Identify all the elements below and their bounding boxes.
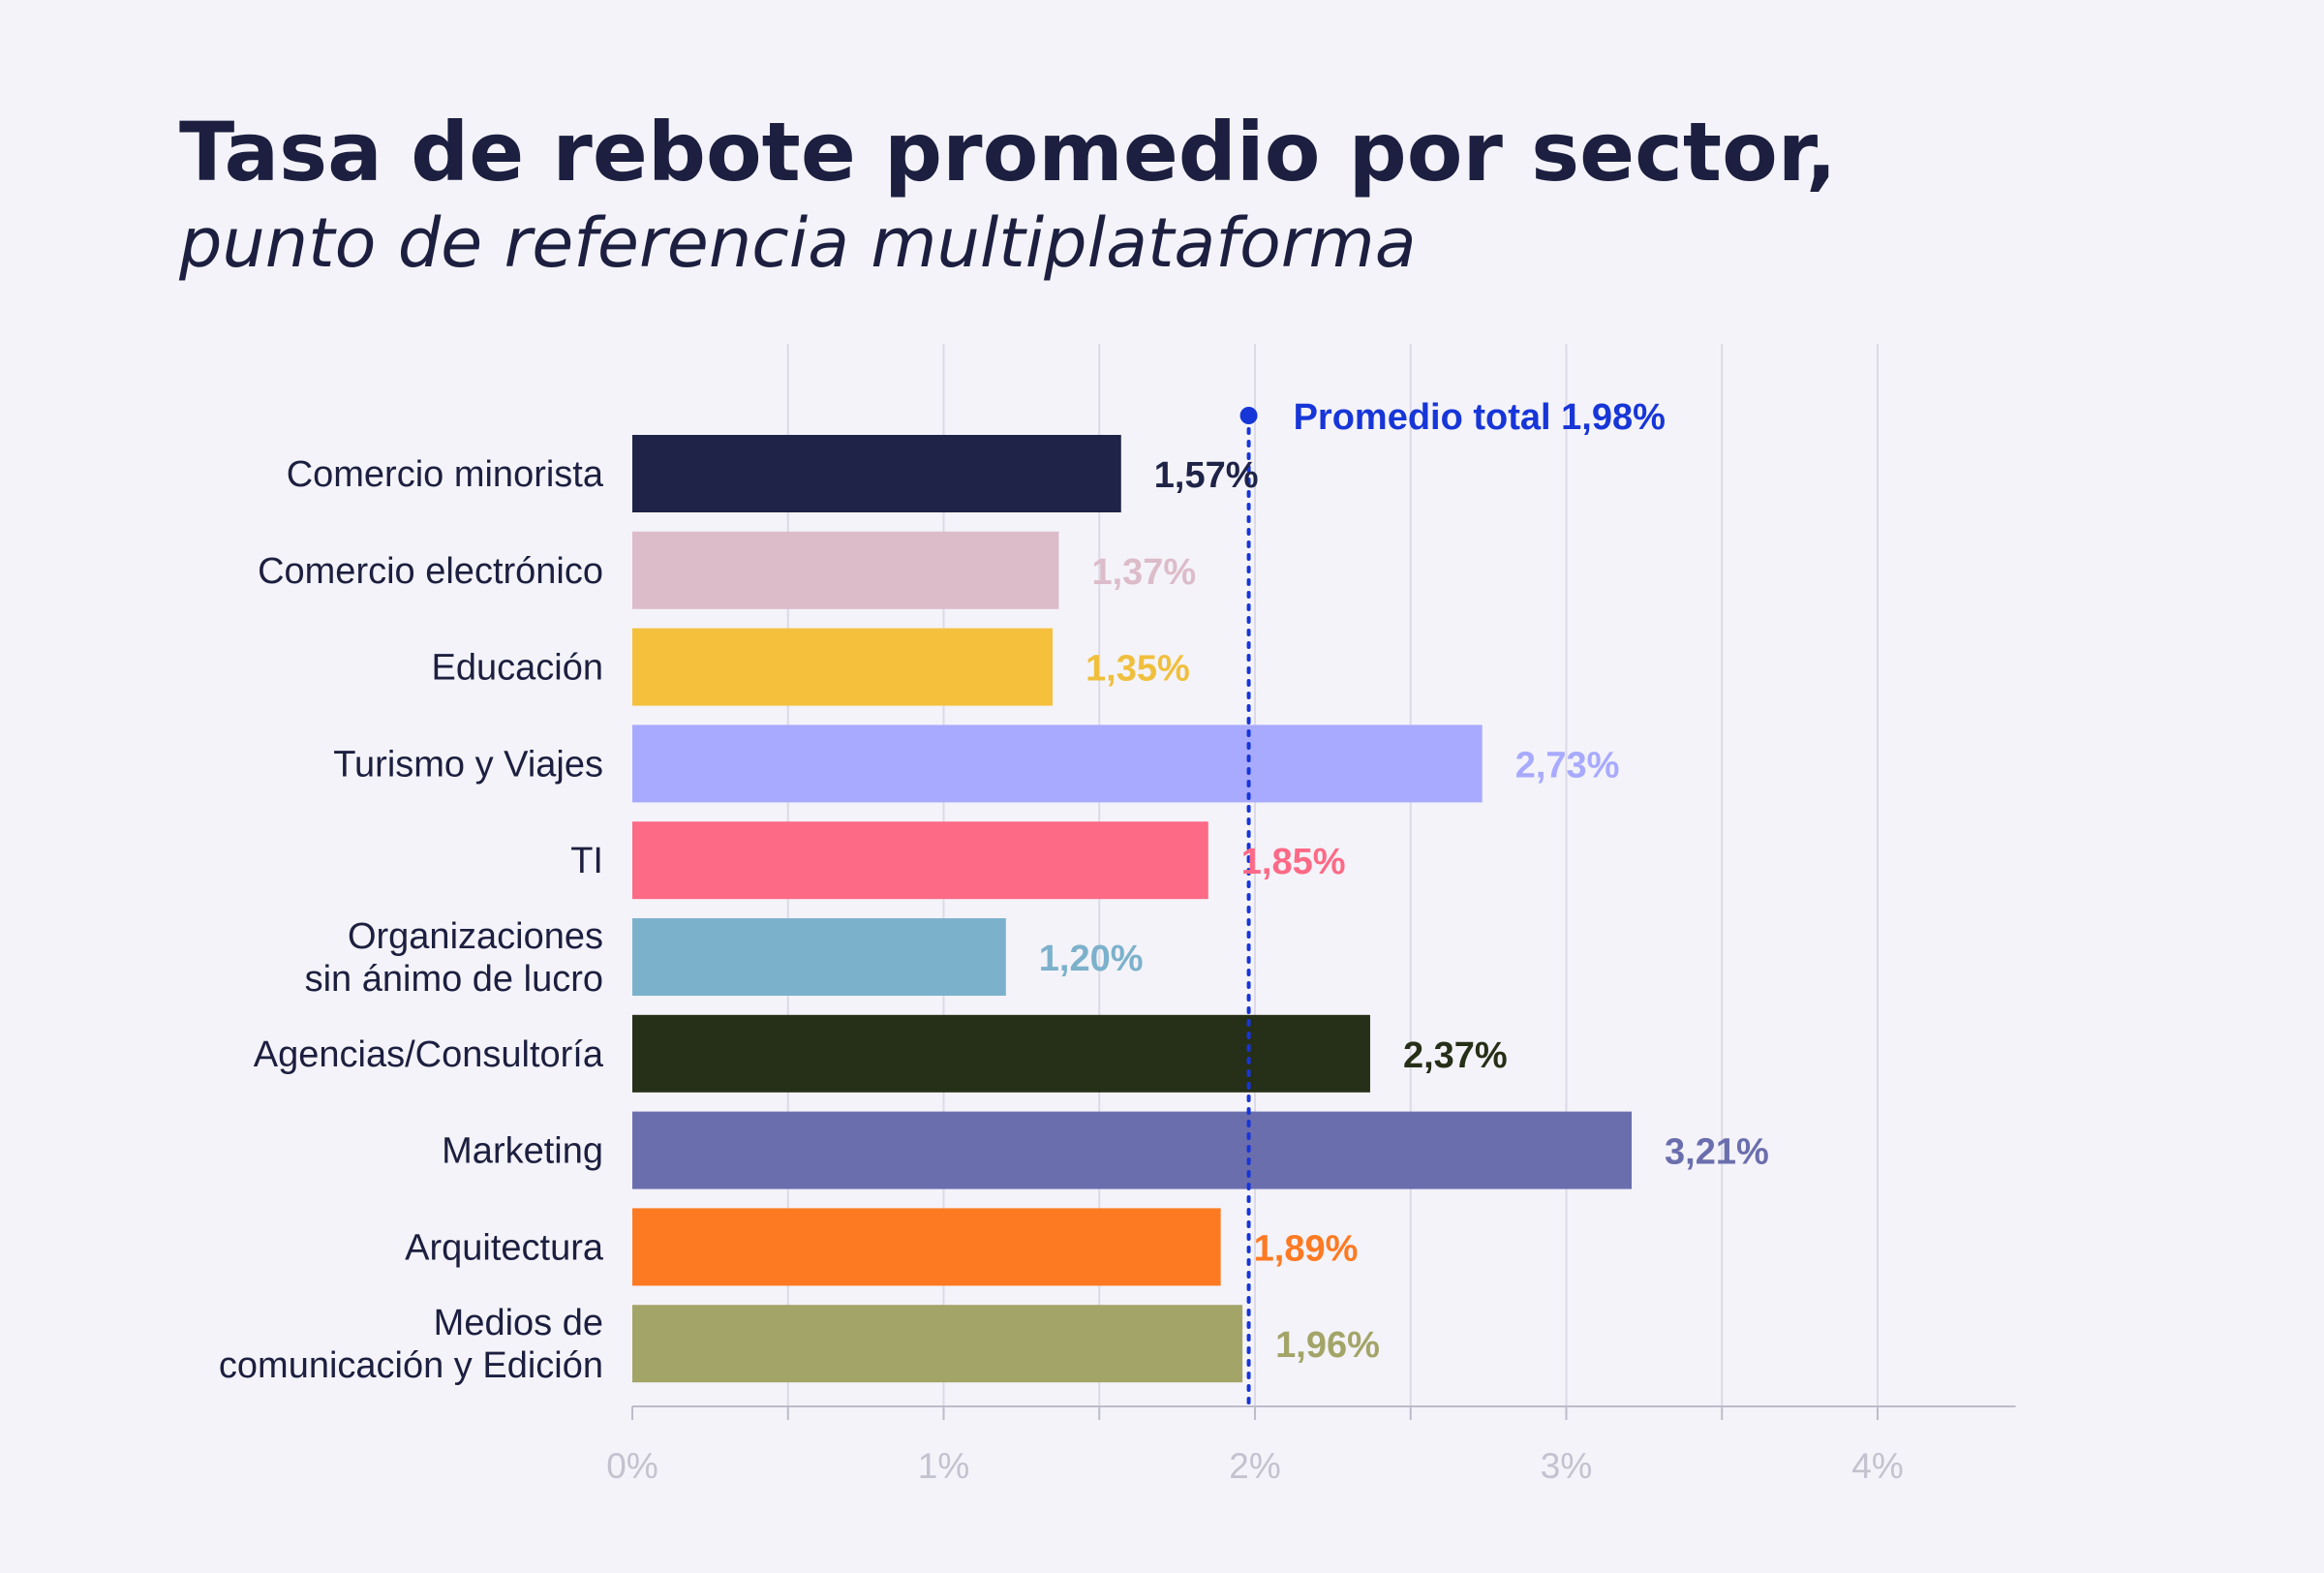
x-axis: 0% 1% 2% 3% 4% xyxy=(606,1405,2016,1486)
bars xyxy=(632,435,1633,1383)
category-label: sin ánimo de lucro xyxy=(305,959,603,1000)
value-label: 1,20% xyxy=(1039,939,1144,979)
chart-title: Tasa de rebote promedio por sector, xyxy=(179,105,1837,200)
average-label: Promedio total 1,98% xyxy=(1294,397,1666,438)
bar xyxy=(632,531,1059,609)
average-reference: Promedio total 1,98% xyxy=(1239,397,1666,1408)
x-tick-label: 4% xyxy=(1851,1446,1903,1486)
value-label: 1,37% xyxy=(1091,552,1196,593)
category-label: Medios de xyxy=(434,1303,603,1343)
category-label: Organizaciones xyxy=(348,916,603,957)
bar xyxy=(632,725,1483,803)
category-label: Turismo y Viajes xyxy=(333,744,603,785)
bar xyxy=(632,1305,1243,1383)
labels: Comercio minorista 1,57% Comercio electrón… xyxy=(219,454,1769,1386)
value-label: 2,37% xyxy=(1403,1035,1508,1076)
average-dot xyxy=(1239,407,1258,424)
bar xyxy=(632,1208,1221,1286)
value-label: 1,89% xyxy=(1254,1228,1359,1269)
category-label: Agencias/Consultoría xyxy=(254,1034,604,1075)
category-label: Arquitectura xyxy=(405,1227,604,1268)
chart-subtitle: punto de referencia multiplataforma xyxy=(179,203,1417,283)
value-label: 3,21% xyxy=(1665,1132,1769,1173)
value-label: 1,85% xyxy=(1241,842,1346,882)
bar xyxy=(632,1014,1370,1093)
bar xyxy=(632,821,1208,900)
x-tick-label: 1% xyxy=(918,1446,969,1486)
x-tick-label: 3% xyxy=(1541,1446,1592,1486)
x-tick-label: 2% xyxy=(1229,1446,1280,1486)
category-label: Marketing xyxy=(442,1131,603,1172)
value-label: 1,96% xyxy=(1275,1325,1380,1366)
bar xyxy=(632,435,1121,512)
bar xyxy=(632,918,1006,996)
value-label: 2,73% xyxy=(1515,745,1620,786)
x-tick-label: 0% xyxy=(606,1446,657,1486)
category-label: TI xyxy=(570,841,603,881)
category-label: Comercio minorista xyxy=(287,454,604,495)
value-label: 1,35% xyxy=(1086,649,1190,690)
value-label: 1,57% xyxy=(1154,455,1259,496)
bar xyxy=(632,1111,1633,1189)
category-label: Comercio electrónico xyxy=(258,551,603,592)
category-label: comunicación y Edición xyxy=(219,1345,603,1386)
category-label: Educación xyxy=(432,648,603,689)
bar xyxy=(632,628,1054,706)
